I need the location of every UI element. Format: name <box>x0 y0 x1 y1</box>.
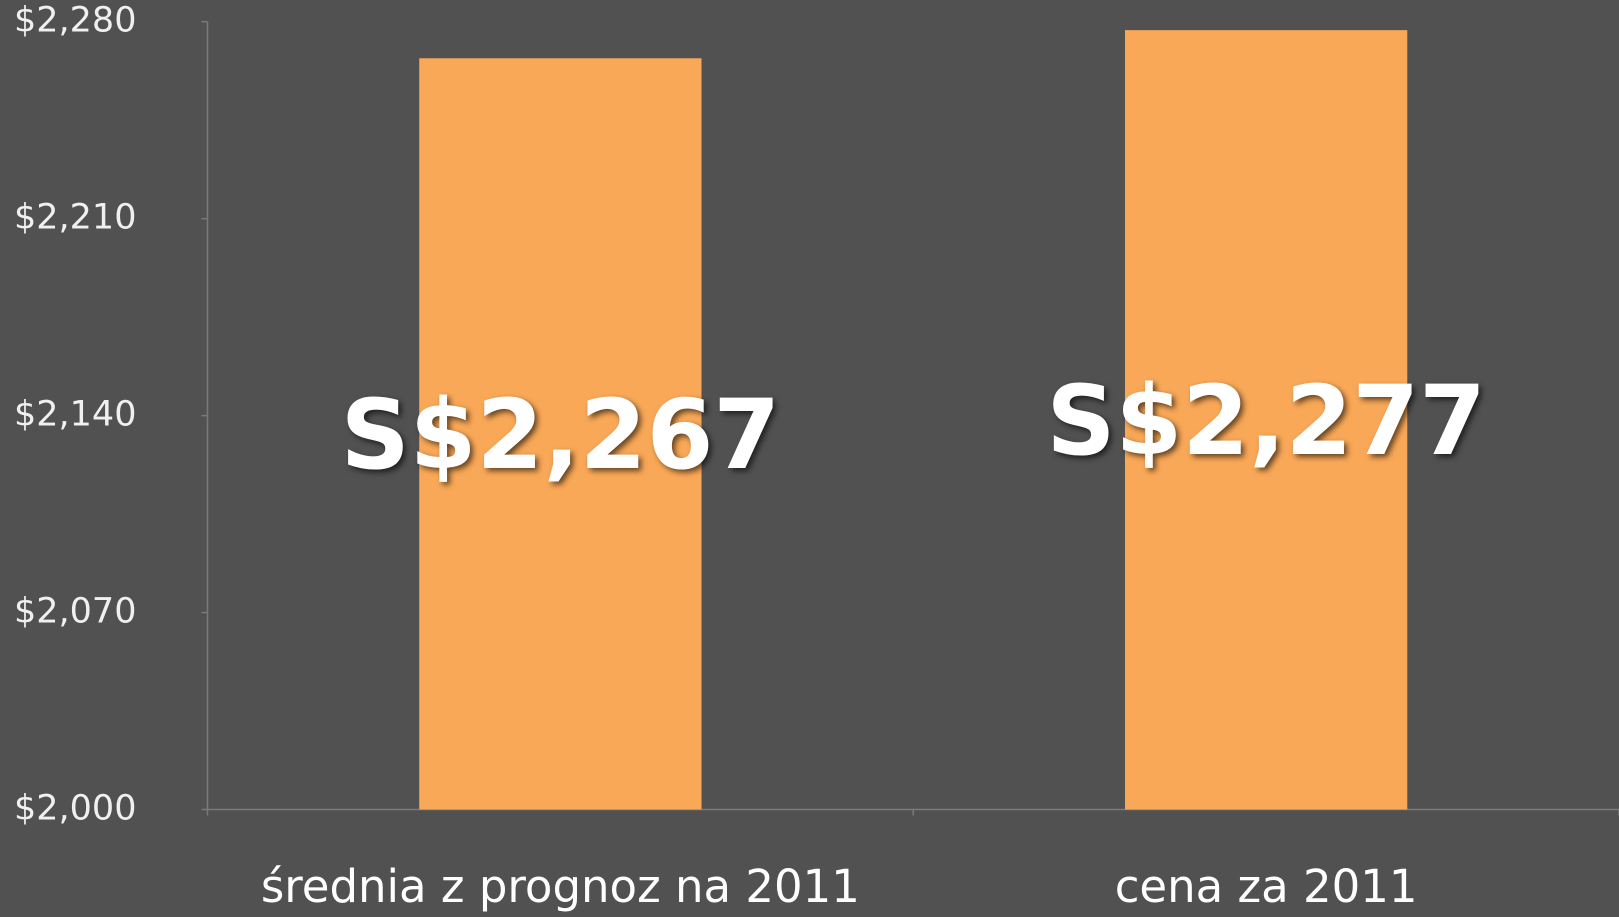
x-tick-label: cena za 2011 <box>1115 860 1418 913</box>
y-tick-label: $2,140 <box>14 395 136 435</box>
y-tick-label: $2,210 <box>14 198 136 238</box>
y-tick-label: $2,280 <box>14 1 136 41</box>
bar <box>419 58 702 810</box>
y-tick-label: $2,070 <box>14 592 136 632</box>
value-label: S$2,267 <box>341 379 781 491</box>
x-tick-label: średnia z prognoz na 2011 <box>261 860 860 913</box>
value-label: S$2,277 <box>1046 365 1486 477</box>
bar <box>1124 30 1408 810</box>
y-tick-label: $2,000 <box>14 789 136 829</box>
